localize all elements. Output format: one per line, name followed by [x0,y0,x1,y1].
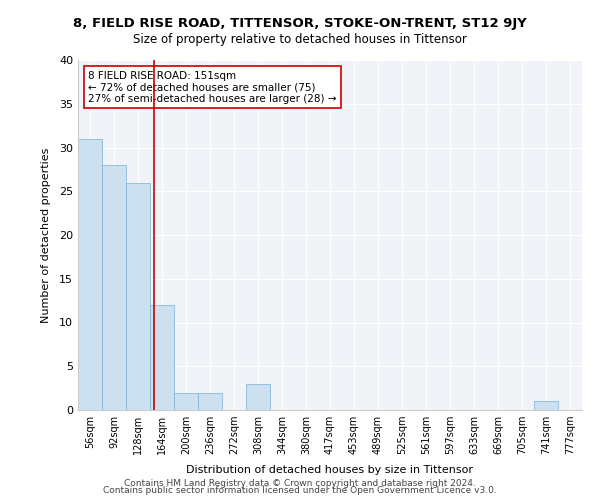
Text: 8 FIELD RISE ROAD: 151sqm
← 72% of detached houses are smaller (75)
27% of semi-: 8 FIELD RISE ROAD: 151sqm ← 72% of detac… [88,70,337,104]
Text: Size of property relative to detached houses in Tittensor: Size of property relative to detached ho… [133,32,467,46]
X-axis label: Distribution of detached houses by size in Tittensor: Distribution of detached houses by size … [187,466,473,475]
Bar [198,392,222,410]
Bar [174,392,198,410]
Y-axis label: Number of detached properties: Number of detached properties [41,148,50,322]
Bar [78,139,102,410]
Bar [534,401,558,410]
Bar [102,165,126,410]
Text: Contains public sector information licensed under the Open Government Licence v3: Contains public sector information licen… [103,486,497,495]
Bar [150,305,174,410]
Bar [126,182,150,410]
Bar [246,384,270,410]
Text: Contains HM Land Registry data © Crown copyright and database right 2024.: Contains HM Land Registry data © Crown c… [124,478,476,488]
Text: 8, FIELD RISE ROAD, TITTENSOR, STOKE-ON-TRENT, ST12 9JY: 8, FIELD RISE ROAD, TITTENSOR, STOKE-ON-… [73,18,527,30]
